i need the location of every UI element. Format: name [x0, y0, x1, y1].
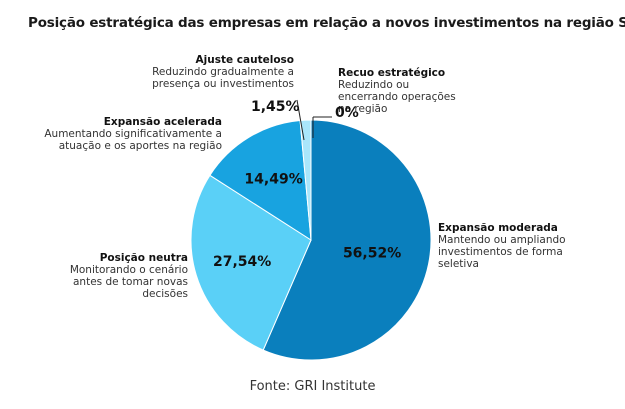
label-expansao-moderada-title: Expansão moderada [438, 222, 558, 234]
pct-expansao-moderada: 56,52% [343, 246, 401, 262]
label-expansao-acelerada: Expansão acelerada Aumentando significat… [28, 116, 222, 152]
label-expansao-acelerada-desc: Aumentando significativamente a atuação … [44, 128, 222, 152]
pie-slice-posicao-neutra [190, 174, 312, 351]
label-ajuste-cauteloso-desc: Reduzindo gradualmente a presença ou inv… [152, 66, 294, 90]
pie-slice-expansao-moderada [262, 119, 432, 361]
label-posicao-neutra-title: Posição neutra [99, 252, 188, 264]
label-expansao-moderada: Expansão moderada Mantendo ou ampliando … [438, 222, 588, 270]
label-expansao-moderada-desc: Mantendo ou ampliando investimentos de f… [438, 234, 566, 270]
label-posicao-neutra-desc: Monitorando o cenário antes de tomar nov… [69, 264, 188, 300]
label-expansao-acelerada-title: Expansão acelerada [103, 116, 222, 128]
pct-ajuste-cauteloso: 1,45% [251, 99, 300, 115]
label-recuo-estrategico: Recuo estratégico Reduzindo ou encerrand… [338, 67, 468, 115]
label-ajuste-cauteloso: Ajuste cauteloso Reduzindo gradualmente … [138, 54, 294, 90]
chart-title: Posição estratégica das empresas em rela… [28, 15, 625, 31]
pct-recuo-estrategico: 0% [335, 105, 359, 121]
pct-expansao-acelerada: 14,49% [244, 171, 302, 187]
source-note: Fonte: GRI Institute [249, 379, 376, 394]
label-recuo-estrategico-title: Recuo estratégico [338, 67, 446, 79]
label-recuo-estrategico-desc: Reduzindo ou encerrando operações na reg… [338, 79, 456, 115]
label-posicao-neutra: Posição neutra Monitorando o cenário ant… [48, 252, 188, 300]
leader-line-ajuste-cauteloso [296, 99, 305, 141]
pct-posicao-neutra: 27,54% [213, 254, 271, 270]
pie-slice-expansao-acelerada [209, 119, 312, 241]
label-ajuste-cauteloso-title: Ajuste cauteloso [195, 54, 294, 66]
